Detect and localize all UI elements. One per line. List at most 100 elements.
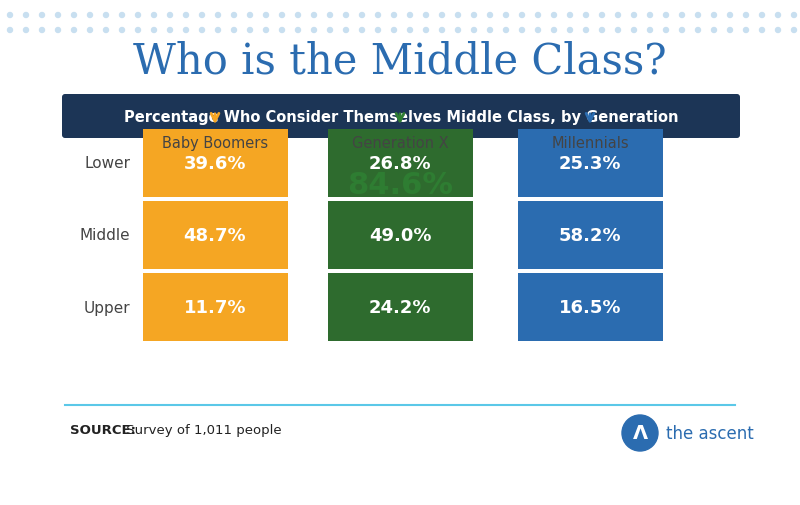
Bar <box>518 274 662 341</box>
Text: Upper: Upper <box>83 300 130 315</box>
Circle shape <box>471 28 477 33</box>
Circle shape <box>87 14 93 19</box>
Circle shape <box>663 14 669 19</box>
Circle shape <box>391 28 397 33</box>
Circle shape <box>231 14 237 19</box>
Circle shape <box>263 28 269 33</box>
Circle shape <box>311 14 317 19</box>
Text: 24.2%: 24.2% <box>369 298 431 316</box>
Circle shape <box>519 14 525 19</box>
Circle shape <box>119 14 125 19</box>
Circle shape <box>199 14 205 19</box>
Circle shape <box>7 14 13 19</box>
Circle shape <box>551 14 557 19</box>
Circle shape <box>679 14 685 19</box>
Circle shape <box>519 28 525 33</box>
Circle shape <box>631 28 637 33</box>
Circle shape <box>695 28 701 33</box>
Circle shape <box>295 14 301 19</box>
Circle shape <box>599 28 605 33</box>
Circle shape <box>151 14 157 19</box>
Circle shape <box>247 28 253 33</box>
Circle shape <box>455 14 461 19</box>
Circle shape <box>423 14 429 19</box>
Circle shape <box>375 14 381 19</box>
Circle shape <box>455 28 461 33</box>
Circle shape <box>679 28 685 33</box>
Text: 85.4%: 85.4% <box>537 171 643 199</box>
Circle shape <box>743 14 749 19</box>
Text: 16.5%: 16.5% <box>558 298 622 316</box>
Circle shape <box>295 28 301 33</box>
Bar <box>327 130 473 197</box>
Circle shape <box>39 14 45 19</box>
Circle shape <box>359 28 365 33</box>
Text: 77.4%: 77.4% <box>162 171 268 199</box>
Circle shape <box>647 14 653 19</box>
Circle shape <box>615 14 621 19</box>
Circle shape <box>423 28 429 33</box>
Circle shape <box>391 14 397 19</box>
Bar <box>142 274 287 341</box>
Text: 26.8%: 26.8% <box>369 155 431 173</box>
Bar <box>327 201 473 270</box>
Circle shape <box>407 14 413 19</box>
Text: Millennials: Millennials <box>551 136 629 150</box>
Circle shape <box>631 14 637 19</box>
Circle shape <box>167 14 173 19</box>
Circle shape <box>775 14 781 19</box>
Circle shape <box>135 28 141 33</box>
Bar <box>142 201 287 270</box>
Circle shape <box>711 28 717 33</box>
Circle shape <box>407 28 413 33</box>
Circle shape <box>551 28 557 33</box>
Circle shape <box>215 14 221 19</box>
Circle shape <box>727 14 733 19</box>
Bar <box>518 201 662 270</box>
Circle shape <box>39 28 45 33</box>
Circle shape <box>279 28 285 33</box>
Text: Survey of 1,011 people: Survey of 1,011 people <box>122 424 282 437</box>
Circle shape <box>583 28 589 33</box>
Circle shape <box>23 28 29 33</box>
Circle shape <box>711 14 717 19</box>
Circle shape <box>7 28 13 33</box>
Circle shape <box>343 28 349 33</box>
Circle shape <box>759 28 765 33</box>
Circle shape <box>327 28 333 33</box>
Circle shape <box>55 14 61 19</box>
Circle shape <box>727 28 733 33</box>
Circle shape <box>567 28 573 33</box>
FancyBboxPatch shape <box>62 95 740 139</box>
Circle shape <box>87 28 93 33</box>
Text: the ascent: the ascent <box>666 424 754 442</box>
Circle shape <box>359 14 365 19</box>
Text: 25.3%: 25.3% <box>558 155 622 173</box>
Text: 39.6%: 39.6% <box>184 155 246 173</box>
Text: 49.0%: 49.0% <box>369 227 431 244</box>
Circle shape <box>231 28 237 33</box>
Circle shape <box>615 28 621 33</box>
Circle shape <box>151 28 157 33</box>
Circle shape <box>71 28 77 33</box>
Text: Λ: Λ <box>633 424 647 442</box>
Circle shape <box>247 14 253 19</box>
Circle shape <box>583 14 589 19</box>
Circle shape <box>135 14 141 19</box>
Circle shape <box>279 14 285 19</box>
Text: 48.7%: 48.7% <box>184 227 246 244</box>
Circle shape <box>471 14 477 19</box>
Circle shape <box>119 28 125 33</box>
Text: SOURCE:: SOURCE: <box>70 424 136 437</box>
Circle shape <box>215 28 221 33</box>
Circle shape <box>695 14 701 19</box>
Circle shape <box>791 14 797 19</box>
Circle shape <box>535 28 541 33</box>
Circle shape <box>535 14 541 19</box>
Circle shape <box>183 14 189 19</box>
Bar <box>327 274 473 341</box>
Text: 58.2%: 58.2% <box>558 227 622 244</box>
Circle shape <box>647 28 653 33</box>
Text: Percentage Who Consider Themselves Middle Class, by Generation: Percentage Who Consider Themselves Middl… <box>124 109 678 124</box>
Text: 84.6%: 84.6% <box>347 171 453 199</box>
